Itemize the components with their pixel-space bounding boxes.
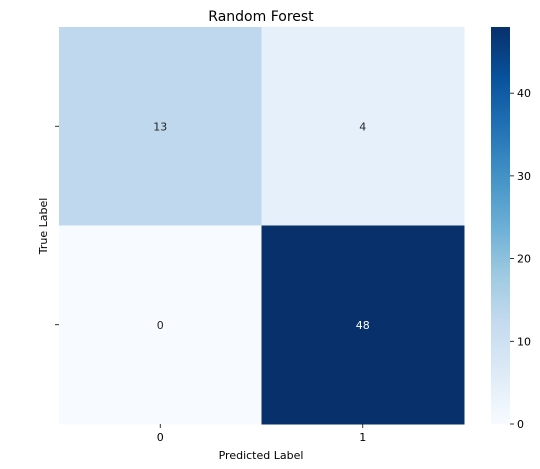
heatmap-cell-1-1 [261, 225, 465, 425]
cell-annotation-0-1: 4 [359, 120, 366, 133]
heatmap-cell-1-0 [59, 225, 262, 425]
colorbar-tick-label-4: 40 [517, 87, 531, 100]
colorbar-tick-label-1: 10 [517, 335, 531, 348]
colorbar-ticks: 0 10 20 30 40 [510, 87, 531, 431]
x-tick-label-1: 1 [359, 431, 366, 444]
cell-annotation-1-0: 0 [157, 319, 164, 332]
heatmap-cell-labels: 13 4 0 48 [153, 120, 370, 332]
colorbar [491, 27, 510, 424]
x-axis-label: Predicted Label [219, 449, 304, 462]
heatmap-cell-0-0 [59, 27, 262, 226]
y-axis-label: True Label [37, 198, 50, 256]
colorbar-tick-label-0: 0 [517, 418, 524, 431]
chart-title: Random Forest [208, 9, 314, 25]
heatmap-cell-0-1 [261, 27, 465, 226]
colorbar-tick-label-3: 30 [517, 170, 531, 183]
cell-annotation-1-1: 48 [356, 319, 370, 332]
y-axis-ticks [55, 125, 59, 326]
heatmap-cells [59, 27, 465, 425]
x-tick-label-0: 0 [157, 431, 164, 444]
cell-annotation-0-0: 13 [153, 120, 167, 133]
colorbar-tick-label-2: 20 [517, 253, 531, 266]
